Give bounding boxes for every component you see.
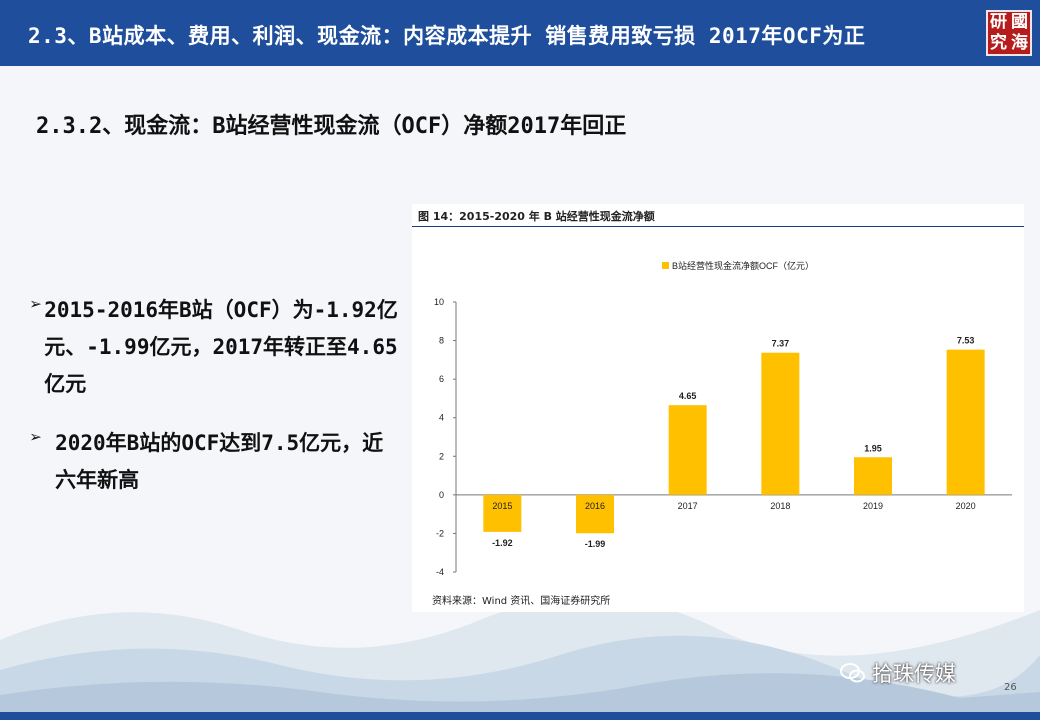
bar	[483, 494, 522, 532]
y-tick-label: -4	[436, 567, 444, 577]
x-tick-label: 2019	[863, 501, 883, 511]
ocf-bar-chart: B站经营性现金流净额OCF（亿元） 10 8 6 4 2 0 -2 -4 2015 -1.92 201…	[434, 260, 1012, 577]
watermark-text: 拾珠传媒	[872, 662, 956, 686]
bullet-text: 2015-2016年B站（OCF）为-1.92亿元、-1.99亿元，2017年转…	[44, 298, 398, 396]
arrow-bullet-icon: ➢	[30, 292, 43, 316]
figure-title: 图 14：2015-2020 年 B 站经营性现金流净额	[418, 210, 655, 223]
data-label: 1.95	[864, 443, 882, 453]
bar	[576, 494, 614, 534]
seal-char: 研	[990, 12, 1007, 32]
x-tick-label: 2017	[678, 501, 698, 511]
data-label: -1.92	[492, 538, 513, 548]
arrow-bullet-icon: ➢	[30, 425, 43, 449]
seal-char: 國	[1011, 12, 1028, 32]
slide-section-title: 2.3、B站成本、费用、利润、现金流：内容成本提升 销售费用致亏损 2017年O…	[28, 24, 866, 48]
figure-panel: 图 14：2015-2020 年 B 站经营性现金流净额 B站经营性现金流净额O…	[412, 204, 1024, 612]
x-tick-label: 2015	[492, 501, 512, 511]
seal-char: 海	[1011, 33, 1028, 53]
figure-divider	[412, 226, 1024, 227]
bar	[761, 352, 800, 495]
bullet-list: ➢ 2015-2016年B站（OCF）为-1.92亿元、-1.99亿元，2017…	[30, 292, 400, 521]
y-tick-label: 6	[439, 374, 444, 384]
watermark: 拾珠传媒	[840, 658, 956, 688]
y-tick-label: 10	[434, 297, 444, 307]
figure-source: 资料来源：Wind 资讯、国海证券研究所	[432, 596, 611, 607]
header-bar: 2.3、B站成本、费用、利润、现金流：内容成本提升 销售费用致亏损 2017年O…	[0, 0, 1040, 66]
bar	[668, 405, 707, 495]
bar	[854, 457, 892, 495]
legend-label: B站经营性现金流净额OCF（亿元）	[672, 260, 814, 271]
seal-char: 究	[990, 33, 1007, 53]
data-label: 7.37	[772, 339, 790, 349]
slide-subtitle: 2.3.2、现金流：B站经营性现金流（OCF）净额2017年回正	[36, 114, 627, 139]
bar	[946, 349, 985, 495]
y-tick-label: 0	[439, 490, 444, 500]
bullet-item: ➢ 2020年B站的OCF达到7.5亿元，近六年新高	[30, 425, 400, 499]
legend-swatch	[662, 262, 669, 269]
data-label: 4.65	[679, 391, 697, 401]
y-tick-label: -2	[436, 528, 444, 538]
x-tick-label: 2016	[585, 501, 605, 511]
data-label: -1.99	[585, 539, 606, 549]
data-label: 7.53	[957, 336, 975, 346]
y-tick-label: 4	[439, 413, 444, 423]
y-tick-label: 8	[439, 336, 444, 346]
wechat-icon	[840, 663, 865, 683]
bullet-item: ➢ 2015-2016年B站（OCF）为-1.92亿元、-1.99亿元，2017…	[30, 292, 400, 403]
x-tick-label: 2020	[956, 501, 976, 511]
footer-bar	[0, 712, 1040, 720]
y-tick-label: 2	[439, 451, 444, 461]
decorative-wave-background	[0, 597, 1040, 720]
page-number: 26	[1004, 682, 1017, 693]
institution-seal-logo: 研 國 究 海	[986, 10, 1032, 56]
bullet-text: 2020年B站的OCF达到7.5亿元，近六年新高	[55, 431, 384, 492]
x-tick-label: 2018	[770, 501, 790, 511]
